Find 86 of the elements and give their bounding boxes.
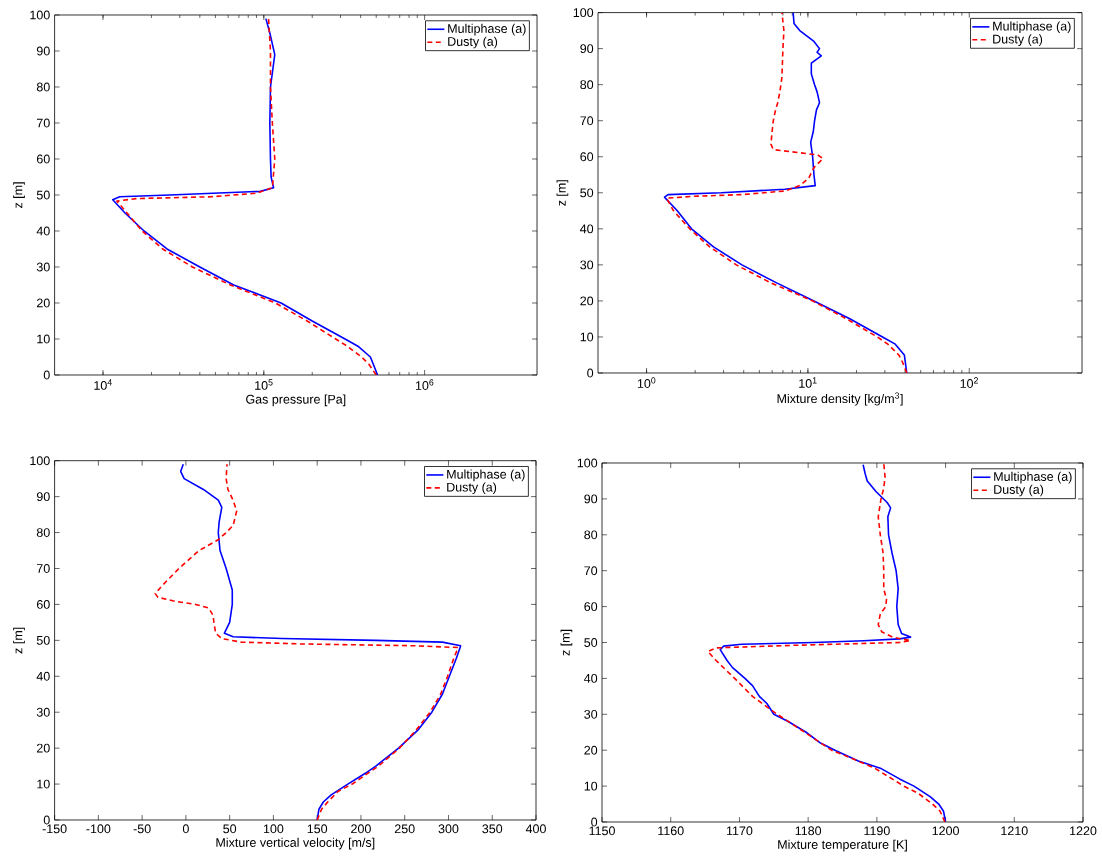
- y-axis-title: z [m]: [13, 182, 25, 209]
- y-tick-label: 70: [584, 566, 598, 576]
- y-tick-label: 60: [584, 602, 598, 612]
- x-tick-label: 1190: [864, 826, 890, 836]
- y-tick-label: 100: [30, 10, 50, 20]
- y-tick-label: 70: [36, 564, 50, 573]
- x-tick-label: 200: [351, 824, 371, 834]
- x-tick-label: 10$^{4}$: [94, 379, 112, 390]
- y-tick-label: 10: [580, 332, 594, 342]
- y-tick-label: 90: [584, 494, 598, 504]
- legend-label: Multiphase (a): [993, 21, 1071, 34]
- y-tick-label: 50: [580, 188, 594, 198]
- y-tick-label: 100: [577, 458, 598, 468]
- y-tick-label: 90: [36, 46, 50, 56]
- y-tick-label: 30: [584, 709, 598, 719]
- y-tick-label: 30: [580, 260, 594, 270]
- y-axis-title: z [m]: [556, 180, 569, 206]
- y-tick-label: 0: [43, 815, 50, 825]
- x-tick-label: -150: [42, 824, 67, 834]
- y-tick-label: 20: [36, 743, 50, 753]
- y-tick-label: 70: [580, 116, 594, 126]
- y-tick-label: 10: [584, 781, 598, 791]
- legend-label: Dusty (a): [993, 34, 1043, 46]
- x-tick-label: -100: [86, 824, 111, 834]
- y-tick-label: 100: [30, 456, 50, 466]
- x-tick-label: 1160: [658, 826, 684, 836]
- y-tick-label: 40: [580, 224, 594, 234]
- x-axis-title: Gas pressure [Pa]: [246, 394, 346, 407]
- x-tick-label: 1210: [1001, 826, 1028, 836]
- x-tick-label: 150: [307, 824, 328, 834]
- x-tick-label: 1200: [932, 826, 959, 836]
- y-tick-label: 10: [37, 334, 50, 344]
- x-axis-title: Mixture density [kg/m$^{3}$]: [777, 392, 903, 406]
- y-tick-label: 70: [36, 118, 50, 128]
- y-tick-label: 40: [36, 226, 50, 236]
- x-tick-label: 10$^{6}$: [415, 379, 434, 390]
- x-tick-label: -50: [133, 824, 151, 834]
- y-tick-label: 20: [580, 296, 594, 306]
- x-tick-label: 350: [482, 824, 503, 834]
- y-axis-title: z [m]: [560, 629, 573, 656]
- y-tick-label: 50: [584, 638, 598, 647]
- x-tick-label: 1170: [726, 826, 753, 836]
- x-tick-label: 300: [438, 824, 459, 834]
- y-tick-label: 40: [36, 671, 50, 681]
- y-tick-label: 20: [584, 745, 598, 755]
- x-tick-label: 10$^{5}$: [255, 379, 273, 390]
- x-tick-label: 10$^{2}$: [960, 377, 978, 388]
- y-tick-label: 50: [36, 190, 50, 200]
- y-tick-label: 90: [36, 492, 50, 502]
- legend-label: Multiphase (a): [994, 471, 1072, 484]
- y-tick-label: 10: [37, 779, 50, 789]
- y-tick-label: 0: [43, 370, 50, 380]
- legend-label: Dusty (a): [447, 482, 497, 495]
- y-tick-label: 30: [36, 262, 50, 272]
- y-tick-label: 80: [584, 530, 598, 540]
- y-tick-label: 50: [36, 635, 50, 645]
- x-axis-title: Mixture temperature [K]: [778, 839, 907, 852]
- x-tick-label: 400: [525, 824, 546, 834]
- x-axis-title: Mixture vertical velocity [m/s]: [216, 837, 375, 850]
- x-tick-label: 50: [223, 824, 237, 834]
- x-tick-label: 250: [394, 824, 415, 834]
- x-tick-label: 0: [182, 824, 189, 834]
- x-tick-label: 10$^{1}$: [799, 377, 817, 388]
- legend-label: Multiphase (a): [448, 23, 526, 36]
- y-tick-label: 20: [36, 298, 50, 308]
- x-tick-label: 1220: [1070, 826, 1097, 836]
- y-axis-title: z [m]: [13, 627, 25, 654]
- y-tick-label: 100: [573, 8, 594, 18]
- legend-label: Multiphase (a): [447, 469, 525, 482]
- y-tick-label: 30: [36, 707, 50, 717]
- legend-label: Dusty (a): [448, 36, 498, 49]
- y-tick-label: 40: [584, 673, 598, 683]
- y-tick-label: 0: [587, 368, 594, 378]
- y-tick-label: 60: [36, 154, 50, 164]
- y-tick-label: 80: [36, 528, 50, 537]
- y-tick-label: 0: [591, 817, 598, 827]
- y-tick-label: 90: [580, 44, 594, 54]
- y-tick-label: 60: [580, 152, 594, 162]
- legend-label: Dusty (a): [994, 484, 1044, 497]
- x-tick-label: 10$^{0}$: [637, 377, 656, 388]
- y-tick-label: 80: [580, 80, 594, 90]
- y-tick-label: 80: [36, 82, 50, 92]
- x-tick-label: 100: [263, 824, 284, 834]
- y-tick-label: 60: [36, 600, 50, 609]
- x-tick-label: 1150: [589, 826, 615, 836]
- x-tick-label: 1180: [795, 826, 822, 836]
